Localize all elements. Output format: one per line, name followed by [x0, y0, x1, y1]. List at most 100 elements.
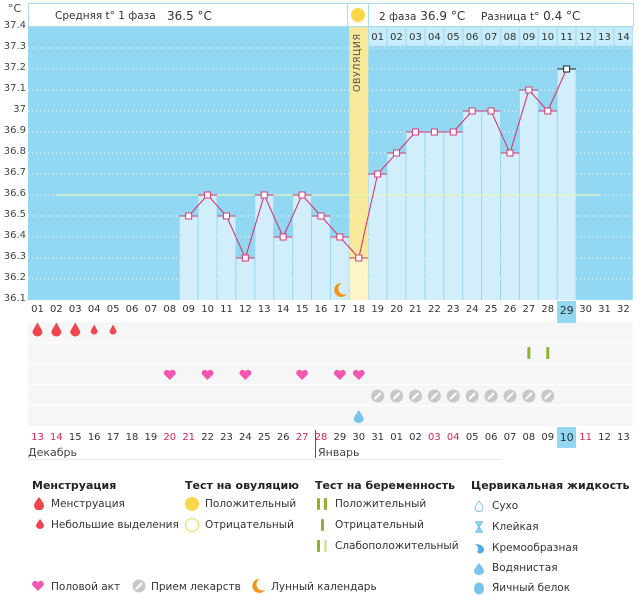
- pill-stripe: [430, 392, 438, 400]
- cycle-day-label[interactable]: 11: [220, 304, 233, 315]
- cycle-day-label[interactable]: 16: [314, 304, 328, 315]
- calendar-date[interactable]: 16: [87, 432, 101, 443]
- legend-pregnancy-title: Тест на беременность: [315, 479, 456, 492]
- cycle-day-label[interactable]: 09: [182, 304, 196, 315]
- cycle-day-label[interactable]: 12: [239, 304, 252, 315]
- fluid-watery-icon: [474, 563, 484, 575]
- y-tick-label: 36.3: [3, 251, 26, 262]
- cycle-day-label[interactable]: 13: [257, 304, 271, 315]
- calendar-date[interactable]: 22: [201, 432, 214, 443]
- cycle-day-label[interactable]: 28: [541, 304, 555, 315]
- temperature-bar: [217, 216, 236, 300]
- y-tick-label: 36.5: [3, 209, 26, 220]
- cycle-day-label[interactable]: 26: [503, 304, 517, 315]
- luteal-day-label: 07: [485, 32, 498, 43]
- luteal-day-cell: [425, 26, 444, 47]
- calendar-date[interactable]: 21: [182, 432, 196, 443]
- cycle-day-label[interactable]: 19: [371, 304, 385, 315]
- calendar-date[interactable]: 28: [314, 432, 328, 443]
- pill-stripe: [449, 392, 457, 400]
- pill-stripe: [487, 392, 495, 400]
- calendar-date[interactable]: 24: [239, 432, 252, 443]
- calendar-date[interactable]: 23: [220, 432, 233, 443]
- medication-pill-icon: [132, 579, 146, 593]
- cycle-day-label[interactable]: 18: [352, 304, 366, 315]
- cycle-day-label[interactable]: 24: [465, 304, 479, 315]
- legend-fluid-sticky: Клейкая: [492, 521, 539, 533]
- temperature-bar: [406, 132, 425, 300]
- calendar-date[interactable]: 04: [446, 432, 460, 443]
- cycle-day-label[interactable]: 08: [163, 304, 177, 315]
- cycle-day-label[interactable]: 23: [446, 304, 460, 315]
- calendar-date[interactable]: 13: [617, 432, 630, 443]
- cycle-day-label[interactable]: 31: [598, 304, 611, 315]
- calendar-date[interactable]: 05: [465, 432, 479, 443]
- calendar-date[interactable]: 20: [163, 432, 177, 443]
- calendar-date[interactable]: 29: [333, 432, 347, 443]
- calendar-date[interactable]: 01: [390, 432, 403, 443]
- y-tick-label: 37.4: [3, 20, 26, 31]
- calendar-date[interactable]: 25: [257, 432, 271, 443]
- temperature-point: [563, 65, 571, 73]
- temperature-bar: [179, 216, 198, 300]
- calendar-date[interactable]: 06: [484, 432, 498, 443]
- current-day-stub: [557, 320, 577, 323]
- calendar-date[interactable]: 02: [409, 432, 422, 443]
- cycle-day-label[interactable]: 05: [106, 304, 120, 315]
- cycle-day-label[interactable]: 07: [144, 304, 158, 315]
- fluid-sticky-icon: [475, 521, 483, 533]
- temperature-point: [222, 212, 230, 220]
- lunar-moon-icon: [252, 578, 265, 593]
- unit-label: °C: [8, 2, 22, 15]
- cycle-day-label[interactable]: 32: [617, 304, 630, 315]
- calendar-date[interactable]: 03: [428, 432, 441, 443]
- calendar-date[interactable]: 27: [295, 432, 309, 443]
- temperature-point: [336, 233, 344, 241]
- y-tick-label: 37.3: [3, 41, 26, 52]
- cycle-day-label[interactable]: 01: [31, 304, 44, 315]
- intercourse-heart-icon: [239, 369, 252, 380]
- calendar-date[interactable]: 14: [50, 432, 63, 443]
- pill-stripe: [411, 392, 419, 400]
- cycle-day-label[interactable]: 14: [276, 304, 290, 315]
- calendar-date[interactable]: 31: [371, 432, 385, 443]
- cycle-day-label[interactable]: 22: [428, 304, 441, 315]
- calendar-date[interactable]: 13: [31, 432, 44, 443]
- calendar-date[interactable]: 30: [352, 432, 366, 443]
- calendar-date[interactable]: 10: [557, 428, 577, 448]
- cycle-day-label[interactable]: 02: [50, 304, 63, 315]
- calendar-date[interactable]: 11: [579, 432, 592, 443]
- cycle-day-label[interactable]: 20: [390, 304, 403, 315]
- calendar-date[interactable]: 17: [106, 432, 120, 443]
- luteal-day-label: 10: [541, 32, 554, 43]
- calendar-date[interactable]: 09: [541, 432, 555, 443]
- calendar-date[interactable]: 07: [503, 432, 517, 443]
- temperature-bar: [501, 153, 519, 300]
- temperature-bar: [482, 111, 500, 300]
- spotting-drop-icon: [109, 324, 117, 335]
- cycle-day-label[interactable]: 30: [579, 304, 592, 315]
- temperature-point: [279, 233, 287, 241]
- cycle-day-label[interactable]: 04: [87, 304, 101, 315]
- cycle-day-label[interactable]: 06: [125, 304, 139, 315]
- cycle-day-label[interactable]: 15: [295, 304, 309, 315]
- calendar-date[interactable]: 08: [522, 432, 536, 443]
- cycle-day-label[interactable]: 21: [409, 304, 422, 315]
- temperature-chart: 01 02 03 04 05 06 07 08 09 10 11 12 13 14: [28, 26, 633, 300]
- spotting-drop-icon: [90, 324, 98, 335]
- temperature-bar: [198, 195, 217, 300]
- fluid-creamy-icon: [475, 544, 484, 554]
- cycle-day-label[interactable]: 27: [522, 304, 536, 315]
- calendar-date[interactable]: 18: [125, 432, 139, 443]
- calendar-date[interactable]: 19: [144, 432, 158, 443]
- cycle-day-label[interactable]: 03: [68, 304, 82, 315]
- temperature-point: [468, 107, 476, 115]
- calendar-date[interactable]: 12: [598, 432, 611, 443]
- cycle-day-label[interactable]: 25: [484, 304, 498, 315]
- cycle-day-label[interactable]: 29: [557, 301, 577, 322]
- calendar-date[interactable]: 26: [276, 432, 290, 443]
- luteal-day-label: 14: [617, 32, 630, 43]
- cycle-day-label[interactable]: 10: [201, 304, 214, 315]
- cycle-day-label[interactable]: 17: [333, 304, 347, 315]
- calendar-date[interactable]: 15: [68, 432, 82, 443]
